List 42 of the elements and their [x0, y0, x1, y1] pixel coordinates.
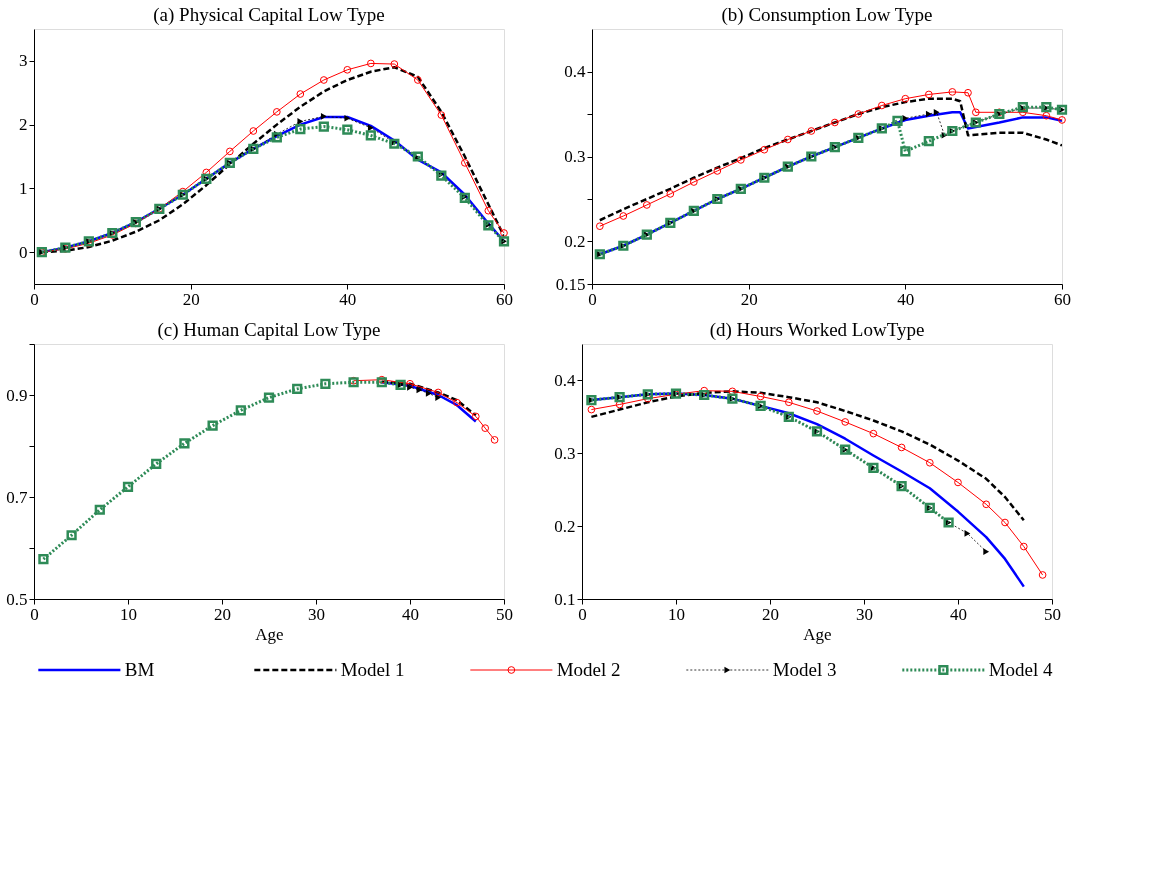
x-tick-label: 60: [496, 289, 513, 309]
y-tick-label: 0.7: [6, 487, 28, 507]
y-tick-label: 0.2: [554, 516, 576, 536]
x-tick-label: 60: [1054, 289, 1071, 309]
y-tick-label: 1: [19, 178, 28, 198]
x-tick-label: 20: [214, 604, 231, 624]
x-tick-label: 50: [496, 604, 513, 624]
x-tick-label: 50: [1044, 604, 1061, 624]
y-tick-label: 0: [19, 242, 28, 262]
y-tick-label: 0.2: [564, 232, 586, 251]
x-tick-label: 40: [339, 289, 357, 309]
chart-title: (c) Human Capital Low Type: [157, 318, 381, 341]
legend-label: Model 1: [340, 659, 405, 680]
y-tick-label: 2: [19, 115, 28, 135]
y-tick-label: 0.5: [6, 589, 28, 609]
x-tick-label: 20: [182, 289, 200, 309]
y-tick-label: 0.3: [554, 443, 576, 463]
y-tick-label: 0.4: [554, 370, 576, 390]
legend-label: Model 2: [556, 659, 621, 680]
chart-title: (d) Hours Worked LowType: [709, 319, 925, 341]
x-tick-label: 10: [668, 604, 685, 624]
x-tick-label: 30: [308, 604, 325, 624]
y-tick-label: 0.9: [6, 385, 28, 405]
y-tick-label: 3: [19, 51, 28, 71]
chart-title: (a) Physical Capital Low Type: [153, 4, 385, 26]
x-axis-title: Age: [803, 624, 832, 644]
x-tick-label: 10: [120, 604, 137, 624]
legend-label: BM: [124, 659, 155, 680]
x-axis-title: Age: [255, 624, 284, 644]
x-tick-label: 20: [740, 289, 758, 309]
y-tick-label: 0.1: [554, 589, 576, 609]
x-tick-label: 40: [897, 289, 915, 309]
y-tick-label: 0.3: [564, 147, 586, 166]
chart-title: (b) Consumption Low Type: [721, 4, 933, 26]
y-tick-label: 0.4: [564, 62, 586, 81]
x-tick-label: 40: [950, 604, 967, 624]
legend-label: Model 3: [772, 659, 837, 680]
x-tick-label: 20: [762, 604, 779, 624]
y-tick-label: 0.15: [555, 274, 586, 294]
x-tick-label: 40: [402, 604, 419, 624]
legend-label: Model 4: [988, 659, 1054, 680]
x-tick-label: 30: [856, 604, 873, 624]
